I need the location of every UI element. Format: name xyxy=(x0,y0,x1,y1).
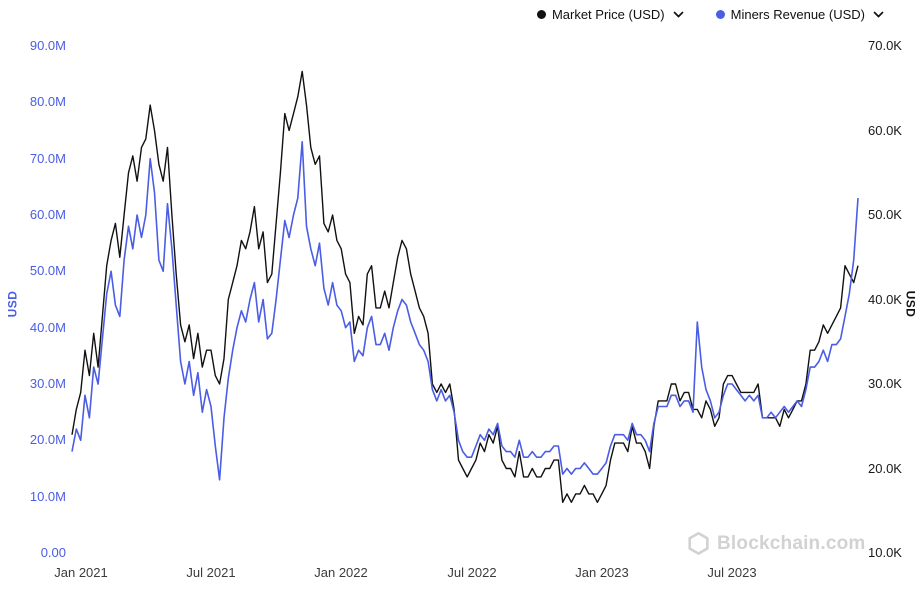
x-axis-tick: Jul 2023 xyxy=(707,565,757,580)
y-axis-tick-left: 80.0M xyxy=(29,94,66,109)
x-axis-tick: Jul 2021 xyxy=(186,565,236,580)
x-axis-tick: Jul 2022 xyxy=(447,565,497,580)
y-axis-tick-left: 60.0M xyxy=(29,207,66,222)
x-axis-tick: Jan 2022 xyxy=(314,565,368,580)
series-dot-market-price xyxy=(536,10,546,19)
chart-legend: Market Price (USD) Miners Revenue (USD) xyxy=(536,7,884,22)
series-line-miners-revenue xyxy=(71,141,859,481)
chevron-down-icon xyxy=(873,11,884,18)
y-axis-tick-left: 10.0M xyxy=(29,489,66,504)
x-axis-tick: Jan 2021 xyxy=(54,565,108,580)
y-axis-tick-left: 0.00 xyxy=(40,545,66,560)
y-axis-tick-left: 70.0M xyxy=(29,151,66,166)
y-axis-tick-right: 10.0K xyxy=(868,545,902,560)
legend-miners-revenue[interactable]: Miners Revenue (USD) xyxy=(715,7,884,22)
y-axis-tick-right: 60.0K xyxy=(868,123,902,138)
legend-label-miners-revenue: Miners Revenue (USD) xyxy=(730,7,865,22)
y-axis-tick-right: 70.0K xyxy=(868,38,902,53)
blockchain-logo-icon xyxy=(688,531,709,555)
legend-label-market-price: Market Price (USD) xyxy=(551,7,665,22)
watermark-text: Blockchain.com xyxy=(717,532,866,554)
y-axis-tick-right: 20.0K xyxy=(868,461,902,476)
y-axis-tick-right: 30.0K xyxy=(868,376,902,391)
y-axis-tick-left: 30.0M xyxy=(29,376,66,391)
y-axis-tick-right: 40.0K xyxy=(868,292,902,307)
y-axis-tick-left: 20.0M xyxy=(29,432,66,447)
legend-market-price[interactable]: Market Price (USD) xyxy=(536,7,684,22)
x-axis-tick: Jan 2023 xyxy=(575,565,629,580)
series-line-market-price xyxy=(71,70,859,503)
chevron-down-icon xyxy=(673,11,683,18)
y-axis-tick-left: 50.0M xyxy=(29,263,66,278)
y-axis-tick-right: 50.0K xyxy=(868,207,902,222)
y-axis-tick-left: 90.0M xyxy=(29,38,66,53)
y-axis-tick-left: 40.0M xyxy=(29,320,66,335)
watermark: Blockchain.com xyxy=(687,531,866,556)
series-dot-miners-revenue xyxy=(715,10,725,19)
